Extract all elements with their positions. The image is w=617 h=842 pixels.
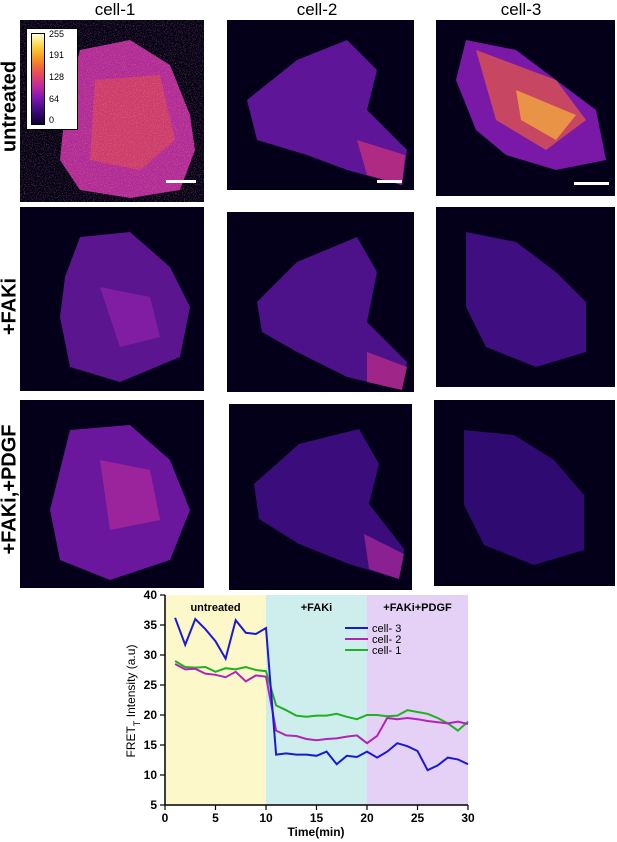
y-tick-label: 30	[144, 648, 158, 662]
colorbar-gradient	[31, 33, 45, 125]
y-tick-label: 10	[144, 768, 158, 782]
x-tick-label: 0	[162, 811, 169, 825]
x-axis-label: Time(min)	[287, 825, 344, 839]
y-tick-label: 15	[144, 738, 158, 752]
row-label-faki: +FAKi	[0, 277, 21, 336]
colorbar-tick: 255	[49, 29, 65, 39]
x-tick-label: 25	[411, 811, 425, 825]
fret-intensity-chart: untreated +FAKi +FAKi+PDGF 0 5 10 15 20 25 30510…	[124, 588, 475, 839]
phase-band	[367, 595, 468, 805]
image-panel-faki-pdgf-cell-2	[229, 404, 412, 590]
image-panel-faki-pdgf-cell-1	[20, 400, 204, 588]
row-label-faki-pdgf: +FAKi,+PDGF	[0, 424, 21, 555]
phase-label: +FAKi+PDGF	[383, 602, 452, 614]
phase-label: +FAKi	[301, 602, 332, 614]
series-line-cell-1	[174, 660, 469, 732]
cell-image	[466, 232, 586, 367]
legend-label: cell- 1	[372, 645, 401, 657]
x-tick-label: 15	[310, 811, 324, 825]
cell-image	[254, 429, 404, 579]
legend-label: cell- 2	[372, 634, 401, 646]
cell-image	[50, 425, 190, 580]
image-panel-faki-cell-1	[20, 207, 204, 391]
image-panel-faki-pdgf-cell-3	[434, 400, 615, 586]
y-tick-label: 5	[150, 798, 157, 812]
column-header-cell-2: cell-2	[296, 0, 338, 19]
colorbar-tick: 128	[49, 72, 65, 82]
cell-image	[257, 237, 407, 390]
x-tick-label: 30	[461, 811, 475, 825]
cell-image	[247, 40, 407, 185]
y-tick-label: 40	[144, 588, 158, 602]
scale-bar	[574, 182, 609, 185]
phase-band	[165, 595, 266, 805]
cell-image	[60, 232, 190, 382]
series-line-cell-2	[174, 663, 469, 745]
image-panel-faki-cell-2	[227, 212, 414, 392]
x-tick-label: 5	[212, 811, 219, 825]
column-header-cell-3: cell-3	[500, 0, 542, 19]
colorbar: 255 191 128 64 0	[26, 28, 78, 130]
y-axis-label: FRETT Intensity (a.u)	[124, 645, 142, 758]
y-tick-label: 35	[144, 618, 158, 632]
cell-image	[456, 40, 609, 185]
image-panel-untreated-cell-2	[227, 20, 414, 190]
series-line-cell-3	[174, 617, 469, 772]
scale-bar	[377, 180, 402, 183]
legend-label: cell- 3	[372, 623, 401, 635]
y-tick-label: 20	[144, 708, 158, 722]
colorbar-tick: 64	[49, 94, 60, 104]
row-label-untreated: untreated	[0, 60, 21, 153]
colorbar-tick: 0	[49, 115, 55, 125]
colorbar-tick: 191	[49, 50, 65, 60]
y-tick-label: 25	[144, 678, 158, 692]
cell-image	[464, 430, 584, 565]
x-tick-label: 10	[259, 811, 273, 825]
phase-label: untreated	[190, 602, 240, 614]
image-panel-untreated-cell-3	[436, 20, 615, 196]
column-header-cell-1: cell-1	[94, 0, 136, 19]
scale-bar	[166, 180, 196, 183]
image-panel-faki-cell-3	[436, 207, 615, 387]
x-tick-label: 20	[360, 811, 374, 825]
phase-band	[266, 595, 367, 805]
image-panel-untreated-cell-1: 255 191 128 64 0	[20, 20, 204, 202]
